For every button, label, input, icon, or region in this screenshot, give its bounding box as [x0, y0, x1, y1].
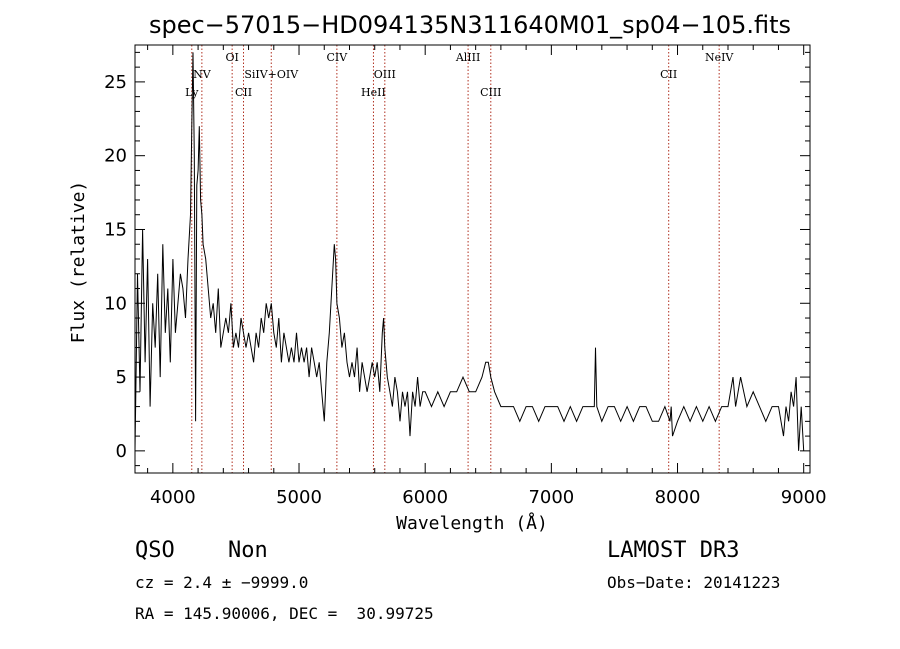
plot-frame: [134, 44, 811, 474]
emission-line-label: CII: [660, 68, 677, 81]
object-class: QSO: [135, 538, 175, 563]
emission-line-label: HeII: [361, 86, 386, 99]
y-tick-label: 20: [104, 146, 127, 167]
emission-line-label: CIII: [480, 86, 501, 99]
y-axis-label: Flux (relative): [68, 181, 89, 344]
x-tick-label: 9000: [781, 487, 827, 508]
x-tick-label: 8000: [655, 487, 701, 508]
emission-line-label: NeIV: [705, 51, 734, 64]
x-tick-label: 5000: [276, 487, 322, 508]
redshift-readout: cz = 2.4 ± −9999.0: [135, 573, 309, 592]
x-axis-label: Wavelength (Å): [396, 512, 548, 534]
emission-line-label: OI: [225, 51, 238, 64]
emission-line-label: NV: [193, 68, 212, 81]
emission-line-label: AlIII: [455, 51, 481, 64]
emission-line-label: SiIV+OIV: [244, 68, 299, 81]
y-tick-label: 25: [104, 72, 127, 93]
coordinates-readout: RA = 145.90006, DEC = 30.99725: [135, 604, 434, 623]
x-tick-label: 4000: [150, 487, 196, 508]
x-tick-label: 6000: [402, 487, 448, 508]
observation-date: Obs−Date: 20141223: [607, 573, 781, 592]
emission-line-label: CIV: [327, 51, 349, 64]
object-subclass: Non: [228, 538, 268, 563]
y-tick-label: 0: [116, 441, 127, 462]
y-tick-label: 5: [116, 367, 127, 388]
emission-line-label: CII: [235, 86, 252, 99]
x-tick-label: 7000: [528, 487, 574, 508]
plot-area: LyNVOICIISiIV+OIVCIVHeIIOIIIAlIIICIIICII…: [104, 44, 827, 508]
y-tick-label: 10: [104, 293, 127, 314]
spectrum-line: [134, 52, 805, 451]
y-tick-label: 15: [104, 219, 127, 240]
emission-line-label: OIII: [374, 68, 396, 81]
chart-title: spec−57015−HD094135N311640M01_sp04−105.f…: [149, 11, 791, 39]
survey-name: LAMOST DR3: [607, 538, 740, 563]
